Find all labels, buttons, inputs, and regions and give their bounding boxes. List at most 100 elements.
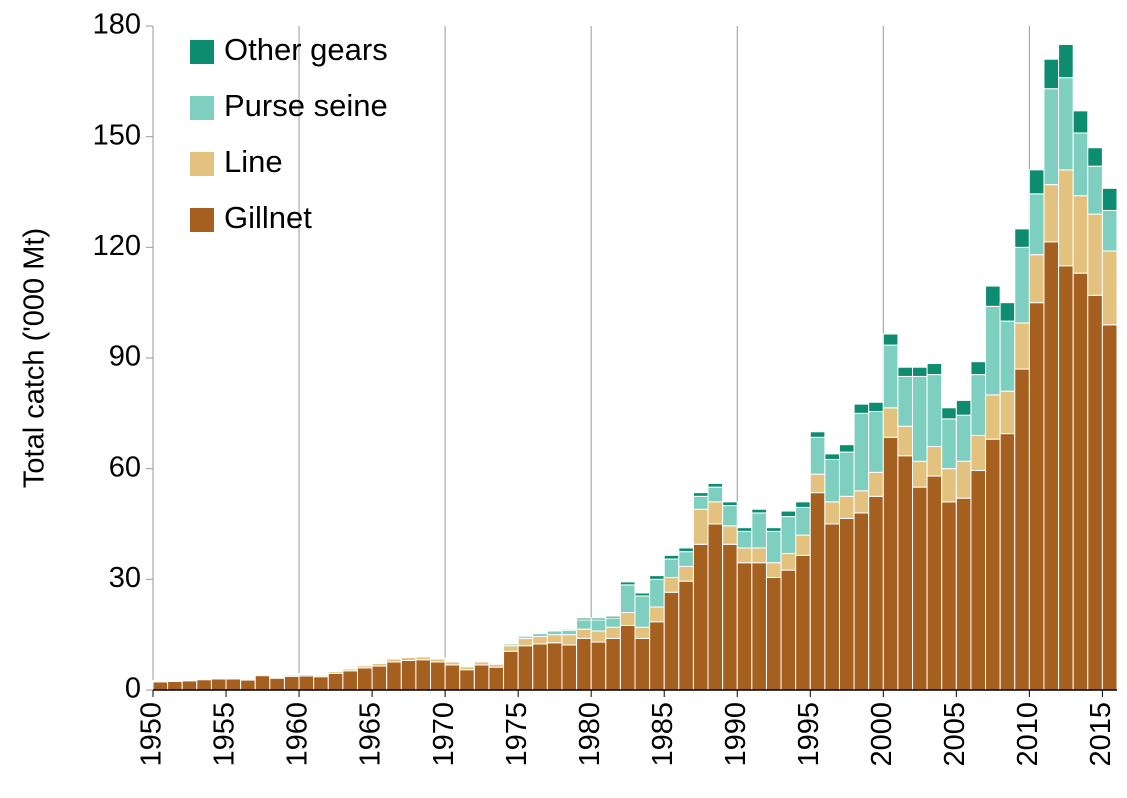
bar-segment [400, 659, 417, 691]
bar-segment [882, 436, 899, 691]
bar-segment [897, 455, 914, 691]
x-tick-label: 1965 [355, 702, 387, 767]
bar-segment [985, 394, 1001, 440]
bar-segment [503, 645, 519, 652]
bar-segment [1043, 58, 1060, 90]
bar-segment [707, 523, 724, 691]
bar-segment [795, 501, 811, 508]
bar-segment [999, 433, 1016, 691]
bar-segment [1087, 294, 1103, 691]
bar-segment [751, 508, 767, 514]
bar-segment [722, 543, 738, 691]
bar-segment [955, 497, 972, 691]
bar-segment [459, 669, 475, 691]
bar-segment [561, 644, 578, 691]
bar-segment [853, 403, 870, 414]
bar-segment [576, 637, 592, 691]
bar-segment [970, 374, 987, 436]
bar-segment [196, 679, 212, 691]
bar-segment [692, 495, 709, 510]
bar-segment [532, 636, 548, 645]
bar-segment [649, 621, 665, 691]
bar-segment [707, 482, 724, 488]
bar-segment [678, 580, 694, 691]
y-tick-label: 150 [93, 119, 141, 151]
bar-segment [722, 501, 738, 507]
x-tick-label: 1995 [793, 702, 825, 767]
bar-segment [1087, 165, 1103, 215]
bar-segment [751, 547, 767, 564]
bar-segment [605, 637, 621, 691]
bar-segment [926, 446, 943, 477]
bar-segment [780, 516, 797, 555]
bar-segment [313, 676, 329, 691]
bar-segment [634, 626, 651, 639]
bar-segment [605, 626, 621, 639]
bar-segment [1028, 302, 1045, 691]
bar-segment [736, 527, 753, 532]
x-tick-label: 1990 [720, 702, 752, 767]
legend-label: Other gears [224, 32, 388, 67]
bar-segment [765, 527, 782, 532]
bar-segment [999, 302, 1016, 322]
bar-segment [897, 425, 914, 457]
bar-segment [546, 634, 563, 644]
bar-segment [386, 661, 402, 691]
bar-segment [1043, 184, 1060, 243]
bar-segment [809, 436, 826, 475]
x-tick-label: 1960 [282, 702, 314, 767]
bar-segment [1014, 322, 1030, 370]
y-axis-label: Total catch ('000 Mt) [19, 228, 51, 488]
bar-segment [970, 361, 987, 376]
bar-segment [576, 619, 592, 630]
bar-segment [181, 680, 198, 691]
bar-segment [1058, 43, 1074, 79]
bar-segment [809, 473, 826, 494]
bar-segment [590, 630, 607, 643]
bar-segment [517, 637, 534, 647]
bar-segment [751, 512, 767, 549]
bar-segment [736, 547, 753, 564]
bar-segment [605, 617, 621, 628]
bar-segment [619, 612, 636, 626]
bar-segment [809, 492, 826, 691]
bar-segment [590, 641, 607, 691]
legend-label: Purse seine [224, 88, 388, 123]
bar-segment [999, 320, 1016, 392]
bar-segment [678, 547, 694, 553]
bar-segment [780, 510, 797, 518]
x-tick-label: 1975 [501, 702, 533, 767]
bar-segment [561, 634, 578, 646]
bar-segment [561, 628, 578, 631]
bar-segment [736, 530, 753, 549]
bar-segment [532, 643, 548, 691]
bar-segment [868, 495, 884, 691]
x-tick-label: 2000 [866, 702, 898, 767]
bar-segment [941, 501, 957, 691]
bar-segment [853, 512, 870, 691]
legend-swatch [190, 96, 214, 120]
bar-segment [853, 490, 870, 514]
bar-segment [707, 486, 724, 503]
bar-segment [546, 642, 563, 691]
x-tick-label: 1955 [209, 702, 241, 767]
bar-segment [912, 460, 928, 488]
bar-segment [1014, 228, 1030, 248]
bar-segment [707, 501, 724, 525]
bar-segment [1101, 209, 1118, 252]
bar-segment [430, 661, 446, 691]
bar-segment [1101, 324, 1118, 691]
bar-segment [576, 617, 592, 621]
bar-segment [838, 517, 855, 691]
legend-label: Line [224, 144, 283, 179]
legend-label: Gillnet [224, 200, 312, 235]
bar-segment [912, 486, 928, 691]
bar-segment [1014, 368, 1030, 691]
bar-segment [985, 285, 1001, 307]
bar-segment [663, 558, 680, 578]
bar-segment [1101, 187, 1118, 211]
bar-segment [970, 434, 987, 472]
bar-segment [838, 451, 855, 497]
bar-segment [824, 501, 840, 525]
